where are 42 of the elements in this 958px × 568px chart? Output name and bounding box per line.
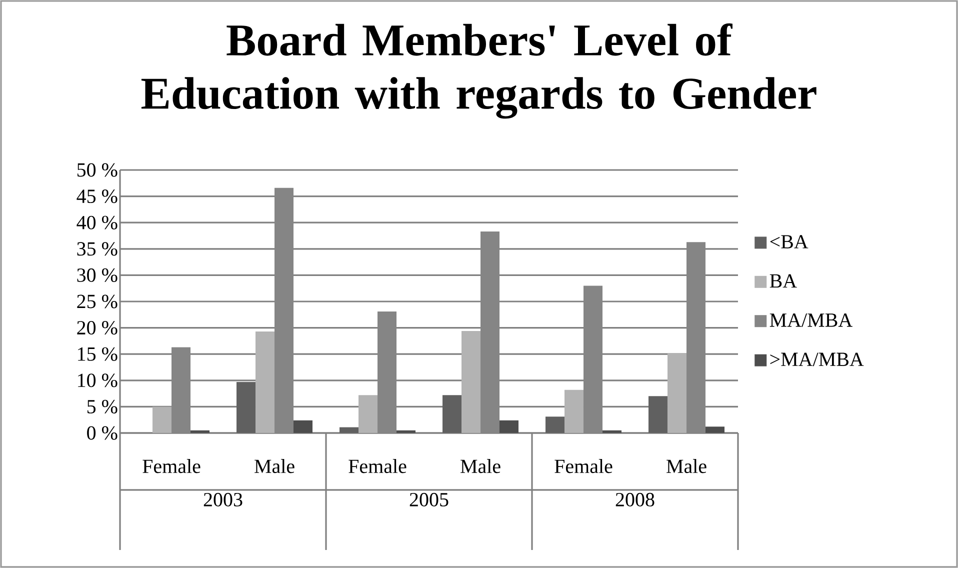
text: 2003 (204, 492, 242, 506)
bar (442, 395, 462, 433)
y-tick-label: 15 % (78, 347, 118, 361)
y-tick-label: 20 % (77, 321, 118, 335)
bar (190, 430, 210, 433)
bar (500, 420, 518, 433)
y-tick-label: 45 % (76, 190, 118, 204)
bar (602, 430, 622, 433)
legend-label: >MA/MBA (770, 352, 864, 366)
x-tick-label: Male (666, 459, 706, 474)
y-tick-label: 50 % (77, 163, 118, 177)
x-tick-label: Male (460, 459, 500, 474)
y-tick-label: 0 % (87, 426, 118, 440)
bar (545, 416, 564, 433)
bar (340, 427, 358, 433)
text: 2008 (616, 492, 654, 506)
legend-label: BA (770, 274, 797, 288)
text: 2005 (410, 492, 448, 506)
bar (294, 420, 313, 433)
bar (236, 382, 256, 433)
bar (667, 353, 686, 433)
bar (358, 395, 378, 433)
y-tick-label: 5 % (87, 400, 118, 414)
legend-label: MA/MBA (770, 314, 852, 327)
bar (256, 331, 275, 433)
bar (462, 330, 480, 433)
bar (396, 430, 416, 433)
bar (564, 390, 584, 433)
bar (152, 406, 172, 433)
x-tick-label: Male (254, 459, 294, 474)
y-tick-label: 10 % (78, 374, 118, 388)
chart-title: Board Members' Level of Education with regards to Gender (141, 23, 816, 119)
y-tick-label: 30 % (77, 268, 118, 282)
bar (705, 426, 724, 433)
y-tick-label: 35 % (77, 242, 118, 256)
y-tick-label: 25 % (77, 294, 118, 308)
y-tick-label: 40 % (76, 216, 118, 230)
x-tick-label: Female (142, 459, 200, 474)
legend-label: <BA (770, 235, 808, 248)
x-tick-label: Female (348, 459, 406, 474)
bar (648, 396, 668, 433)
x-tick-label: Female (554, 459, 612, 474)
